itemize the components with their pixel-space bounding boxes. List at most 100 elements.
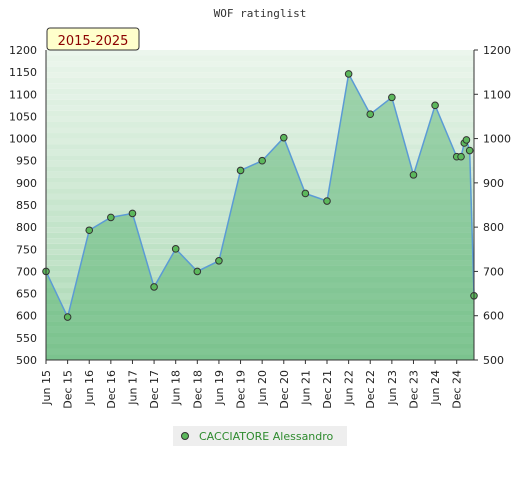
legend-marker — [181, 432, 189, 440]
background-band — [46, 216, 474, 222]
y-tick-label-right: 800 — [483, 221, 504, 234]
rating-points — [42, 70, 478, 321]
x-tick-label: Dec 22 — [364, 370, 377, 409]
background-band — [46, 72, 474, 78]
background-band — [46, 299, 474, 305]
data-point — [457, 152, 465, 161]
y-tick-label-right: 600 — [483, 310, 504, 323]
data-point — [344, 70, 353, 78]
y-tick-label-left: 1150 — [9, 66, 37, 79]
background-band — [46, 343, 474, 349]
x-tick-label: Jun 15 — [40, 370, 53, 406]
y-tick-label-left: 700 — [16, 265, 37, 278]
data-point — [279, 133, 288, 142]
y-axis-right: 500 600 700 800 900 1000 1100 1200 — [473, 44, 511, 367]
background-band — [46, 282, 474, 289]
background-band — [46, 94, 474, 100]
background-band — [46, 260, 474, 266]
background-band — [46, 55, 474, 62]
background-band — [46, 99, 474, 106]
background-band — [46, 193, 474, 200]
data-point — [85, 226, 94, 235]
period-badge: 2015-2025 — [46, 27, 140, 51]
chart-title: WOF ratinglist — [214, 7, 307, 20]
background-band — [46, 332, 474, 338]
data-point — [431, 101, 439, 110]
background-band — [46, 83, 474, 89]
y-tick-label-left: 750 — [16, 243, 37, 256]
y-axis-left: 500 550 600 650 700 750 800 850 900 950 1000 1050 11… — [9, 44, 47, 367]
background-band — [46, 205, 474, 211]
x-tick-label: Jun 23 — [386, 370, 399, 406]
background-band — [46, 310, 474, 316]
data-point — [388, 93, 396, 102]
background-band — [46, 144, 474, 150]
data-point — [462, 136, 471, 144]
background-band — [46, 249, 474, 255]
y-tick-label-left: 850 — [16, 199, 37, 212]
background-band — [46, 166, 474, 172]
background-band — [46, 315, 474, 322]
y-tick-label-left: 550 — [16, 332, 37, 345]
y-tick-label-left: 1200 — [9, 44, 37, 57]
background-band — [46, 77, 474, 84]
x-tick-label: Dec 21 — [321, 370, 334, 409]
x-tick-label: Jun 21 — [299, 370, 312, 406]
y-tick-label-right: 1100 — [483, 88, 511, 101]
background-band — [46, 171, 474, 178]
background-band — [46, 288, 474, 294]
background-band — [46, 133, 474, 139]
background-band — [46, 210, 474, 217]
data-point — [193, 267, 202, 276]
background-band — [46, 276, 474, 283]
background-band — [46, 121, 474, 128]
background-band — [46, 354, 474, 360]
background-band — [46, 293, 474, 300]
x-tick-label: Dec 24 — [451, 370, 464, 409]
x-tick-label: Jun 17 — [126, 370, 139, 406]
x-tick-label: Jun 18 — [170, 370, 183, 406]
background-band — [46, 138, 474, 145]
period-badge-box — [46, 27, 140, 51]
y-tick-label-left: 950 — [16, 155, 37, 168]
x-tick-label: Dec 18 — [191, 370, 204, 409]
background-band — [46, 66, 474, 73]
x-tick-label: Jun 20 — [256, 370, 269, 406]
x-axis: Jun 15 Dec 15 Jun 16 Dec 16 Jun 17 Dec 17 Jun … — [40, 359, 474, 409]
data-point — [107, 213, 115, 222]
data-point — [366, 110, 375, 119]
y-tick-label-left: 600 — [16, 310, 37, 323]
plot-background — [46, 50, 474, 360]
x-tick-label: Dec 16 — [105, 370, 118, 409]
background-band — [46, 227, 474, 233]
x-tick-label: Jun 24 — [429, 370, 442, 406]
period-badge-text: 2015-2025 — [58, 34, 129, 49]
x-tick-label: Jun 16 — [83, 370, 96, 406]
x-tick-label: Jun 22 — [343, 370, 356, 406]
background-band — [46, 238, 474, 244]
data-point — [409, 171, 418, 179]
background-band — [46, 199, 474, 205]
background-band — [46, 177, 474, 183]
y-tick-label-right: 1200 — [483, 44, 511, 57]
x-tick-label: Dec 20 — [278, 370, 291, 409]
data-point — [215, 257, 223, 265]
background-band — [46, 116, 474, 122]
data-point — [323, 197, 331, 205]
y-tick-label-right: 1000 — [483, 133, 511, 146]
legend: CACCIATORE Alessandro — [173, 426, 347, 446]
background-band — [46, 188, 474, 194]
x-tick-label: Dec 23 — [407, 370, 420, 409]
y-tick-label-left: 1100 — [9, 88, 37, 101]
y-tick-label-left: 650 — [16, 288, 37, 301]
y-tick-label-left: 1000 — [9, 133, 37, 146]
data-point — [63, 313, 72, 321]
y-tick-label-right: 500 — [483, 354, 504, 367]
data-point — [128, 209, 137, 218]
background-band — [46, 271, 474, 277]
background-band — [46, 265, 474, 272]
x-tick-label: Dec 19 — [235, 370, 248, 409]
data-point — [150, 283, 158, 291]
background-band — [46, 337, 474, 344]
